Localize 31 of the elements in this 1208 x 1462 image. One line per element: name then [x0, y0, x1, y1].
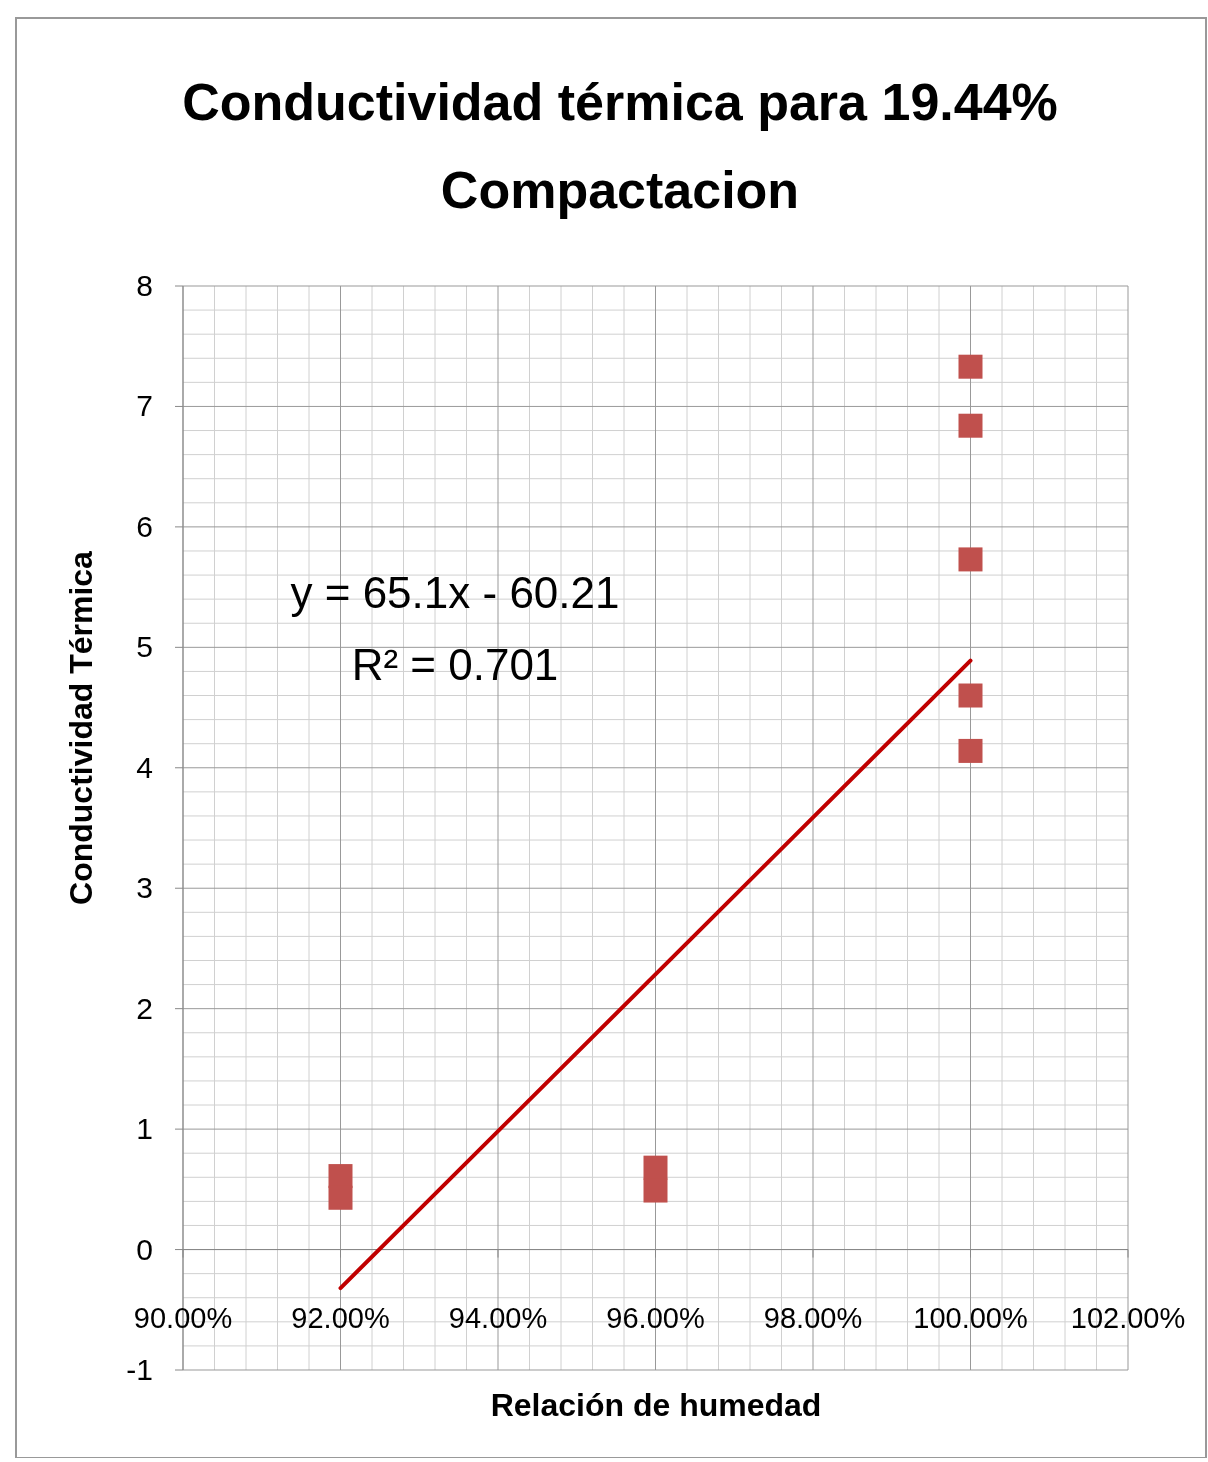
y-tick-label: 8 — [136, 269, 153, 302]
y-tick-label: 6 — [136, 509, 153, 543]
chart-title: Conductividad térmica para 19.44% Compactacion — [182, 73, 1058, 219]
x-tick-label: 100.00% — [913, 1301, 1028, 1334]
x-tick-label: 102.00% — [1070, 1301, 1186, 1334]
point — [328, 1164, 353, 1189]
y-tick-label: 5 — [136, 630, 153, 664]
y-tick-label: 0 — [136, 1232, 153, 1266]
y-tick-label: 2 — [136, 991, 153, 1025]
x-axis-title: Relación de humedad — [490, 1387, 822, 1423]
x-tick-label: 96.00% — [606, 1301, 705, 1334]
annotation: R² = 0.701 — [351, 640, 559, 689]
point — [958, 354, 983, 379]
point — [643, 1178, 668, 1203]
annotation: y = 65.1x - 60.21 — [290, 568, 620, 617]
y-tick-label: 4 — [136, 750, 153, 784]
y-tick-label: 7 — [136, 389, 153, 423]
x-tick-label: 94.00% — [448, 1301, 548, 1334]
point — [328, 1185, 353, 1210]
y-tick-label: -1 — [126, 1353, 153, 1386]
y-tick-label: 1 — [136, 1112, 153, 1146]
point — [958, 413, 983, 438]
y-tick-label: 3 — [136, 871, 153, 905]
x-tick-label: 90.00% — [133, 1301, 233, 1334]
y-axis-title: Conductividad Térmica — [63, 550, 99, 905]
point — [958, 547, 983, 572]
x-tick-label: 92.00% — [291, 1301, 390, 1334]
point — [958, 683, 983, 708]
point — [958, 738, 983, 763]
point — [643, 1155, 668, 1180]
x-tick-label: 98.00% — [763, 1301, 863, 1334]
